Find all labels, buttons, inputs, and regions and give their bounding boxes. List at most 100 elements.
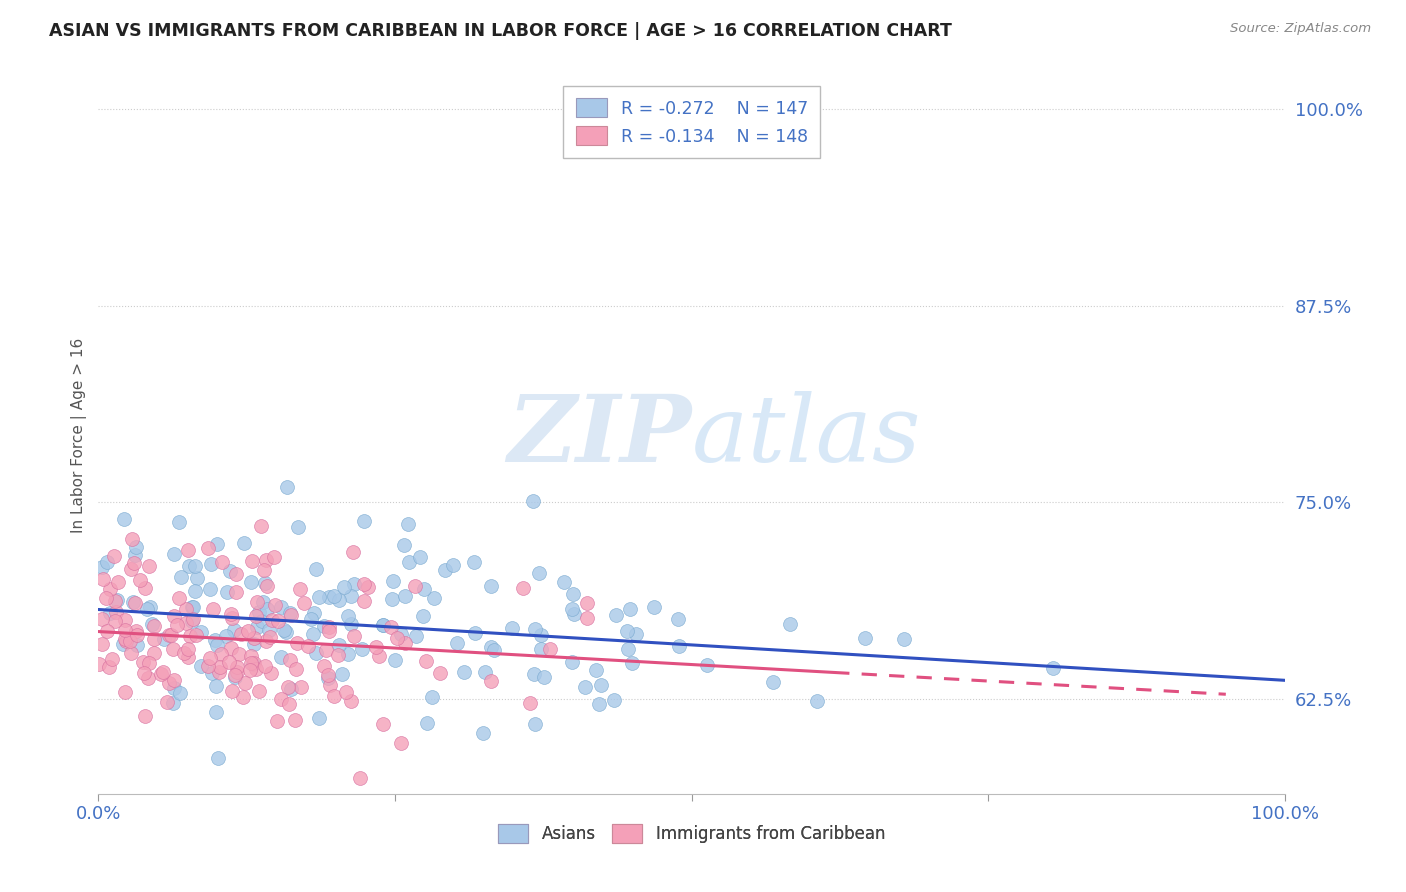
Point	[529, 642, 551, 657]
Point	[315, 642, 337, 657]
Point	[318, 590, 340, 604]
Point	[205, 639, 228, 653]
Point	[219, 640, 242, 655]
Point	[308, 590, 330, 604]
Point	[277, 680, 299, 694]
Point	[339, 589, 361, 603]
Point	[222, 624, 245, 638]
Point	[228, 647, 250, 661]
Point	[173, 647, 195, 661]
Point	[103, 549, 125, 563]
Point	[163, 673, 186, 687]
Point	[626, 627, 648, 641]
Point	[215, 585, 238, 599]
Point	[250, 614, 273, 628]
Point	[603, 692, 626, 706]
Point	[205, 537, 228, 551]
Point	[416, 715, 439, 730]
Point	[762, 675, 785, 690]
Point	[125, 638, 148, 652]
Point	[167, 515, 190, 529]
Point	[561, 602, 583, 616]
Point	[114, 632, 136, 646]
Point	[186, 571, 208, 585]
Point	[297, 639, 319, 653]
Point	[274, 624, 297, 639]
Point	[91, 572, 114, 586]
Point	[254, 553, 277, 567]
Point	[114, 684, 136, 698]
Point	[553, 574, 575, 589]
Point	[292, 596, 315, 610]
Point	[364, 640, 387, 655]
Point	[221, 683, 243, 698]
Point	[120, 634, 142, 648]
Point	[208, 665, 231, 679]
Point	[231, 627, 253, 641]
Point	[302, 606, 325, 620]
Point	[409, 549, 432, 564]
Point	[134, 581, 156, 595]
Point	[413, 582, 436, 597]
Point	[243, 657, 266, 671]
Point	[197, 658, 219, 673]
Point	[243, 632, 266, 646]
Point	[177, 649, 200, 664]
Point	[190, 658, 212, 673]
Point	[415, 654, 437, 668]
Point	[481, 640, 503, 655]
Point	[588, 698, 610, 712]
Point	[382, 574, 405, 588]
Point	[270, 599, 292, 614]
Point	[159, 628, 181, 642]
Point	[270, 649, 292, 664]
Point	[143, 632, 166, 646]
Point	[278, 697, 301, 711]
Point	[394, 636, 416, 650]
Point	[538, 642, 561, 657]
Point	[120, 562, 142, 576]
Point	[163, 608, 186, 623]
Point	[232, 690, 254, 704]
Point	[464, 625, 486, 640]
Point	[174, 601, 197, 615]
Point	[389, 735, 412, 749]
Point	[616, 624, 638, 639]
Point	[254, 633, 277, 648]
Point	[501, 621, 523, 635]
Point	[389, 627, 412, 641]
Point	[284, 713, 307, 727]
Point	[562, 587, 585, 601]
Point	[240, 575, 263, 590]
Point	[441, 558, 464, 572]
Point	[322, 690, 344, 704]
Point	[129, 573, 152, 587]
Point	[524, 622, 547, 636]
Point	[104, 594, 127, 608]
Point	[666, 612, 689, 626]
Point	[523, 716, 546, 731]
Point	[90, 636, 112, 650]
Point	[342, 545, 364, 559]
Point	[152, 665, 174, 679]
Point	[367, 649, 389, 664]
Point	[385, 631, 408, 645]
Point	[463, 555, 485, 569]
Point	[101, 652, 124, 666]
Point	[312, 618, 335, 632]
Point	[132, 665, 155, 680]
Point	[246, 595, 269, 609]
Point	[519, 696, 541, 710]
Point	[219, 607, 242, 622]
Point	[256, 602, 278, 616]
Point	[246, 620, 269, 634]
Point	[204, 632, 226, 647]
Point	[233, 536, 256, 550]
Point	[239, 663, 262, 677]
Point	[328, 592, 350, 607]
Point	[181, 614, 204, 628]
Point	[149, 667, 172, 681]
Point	[247, 605, 270, 619]
Point	[184, 559, 207, 574]
Point	[779, 617, 801, 632]
